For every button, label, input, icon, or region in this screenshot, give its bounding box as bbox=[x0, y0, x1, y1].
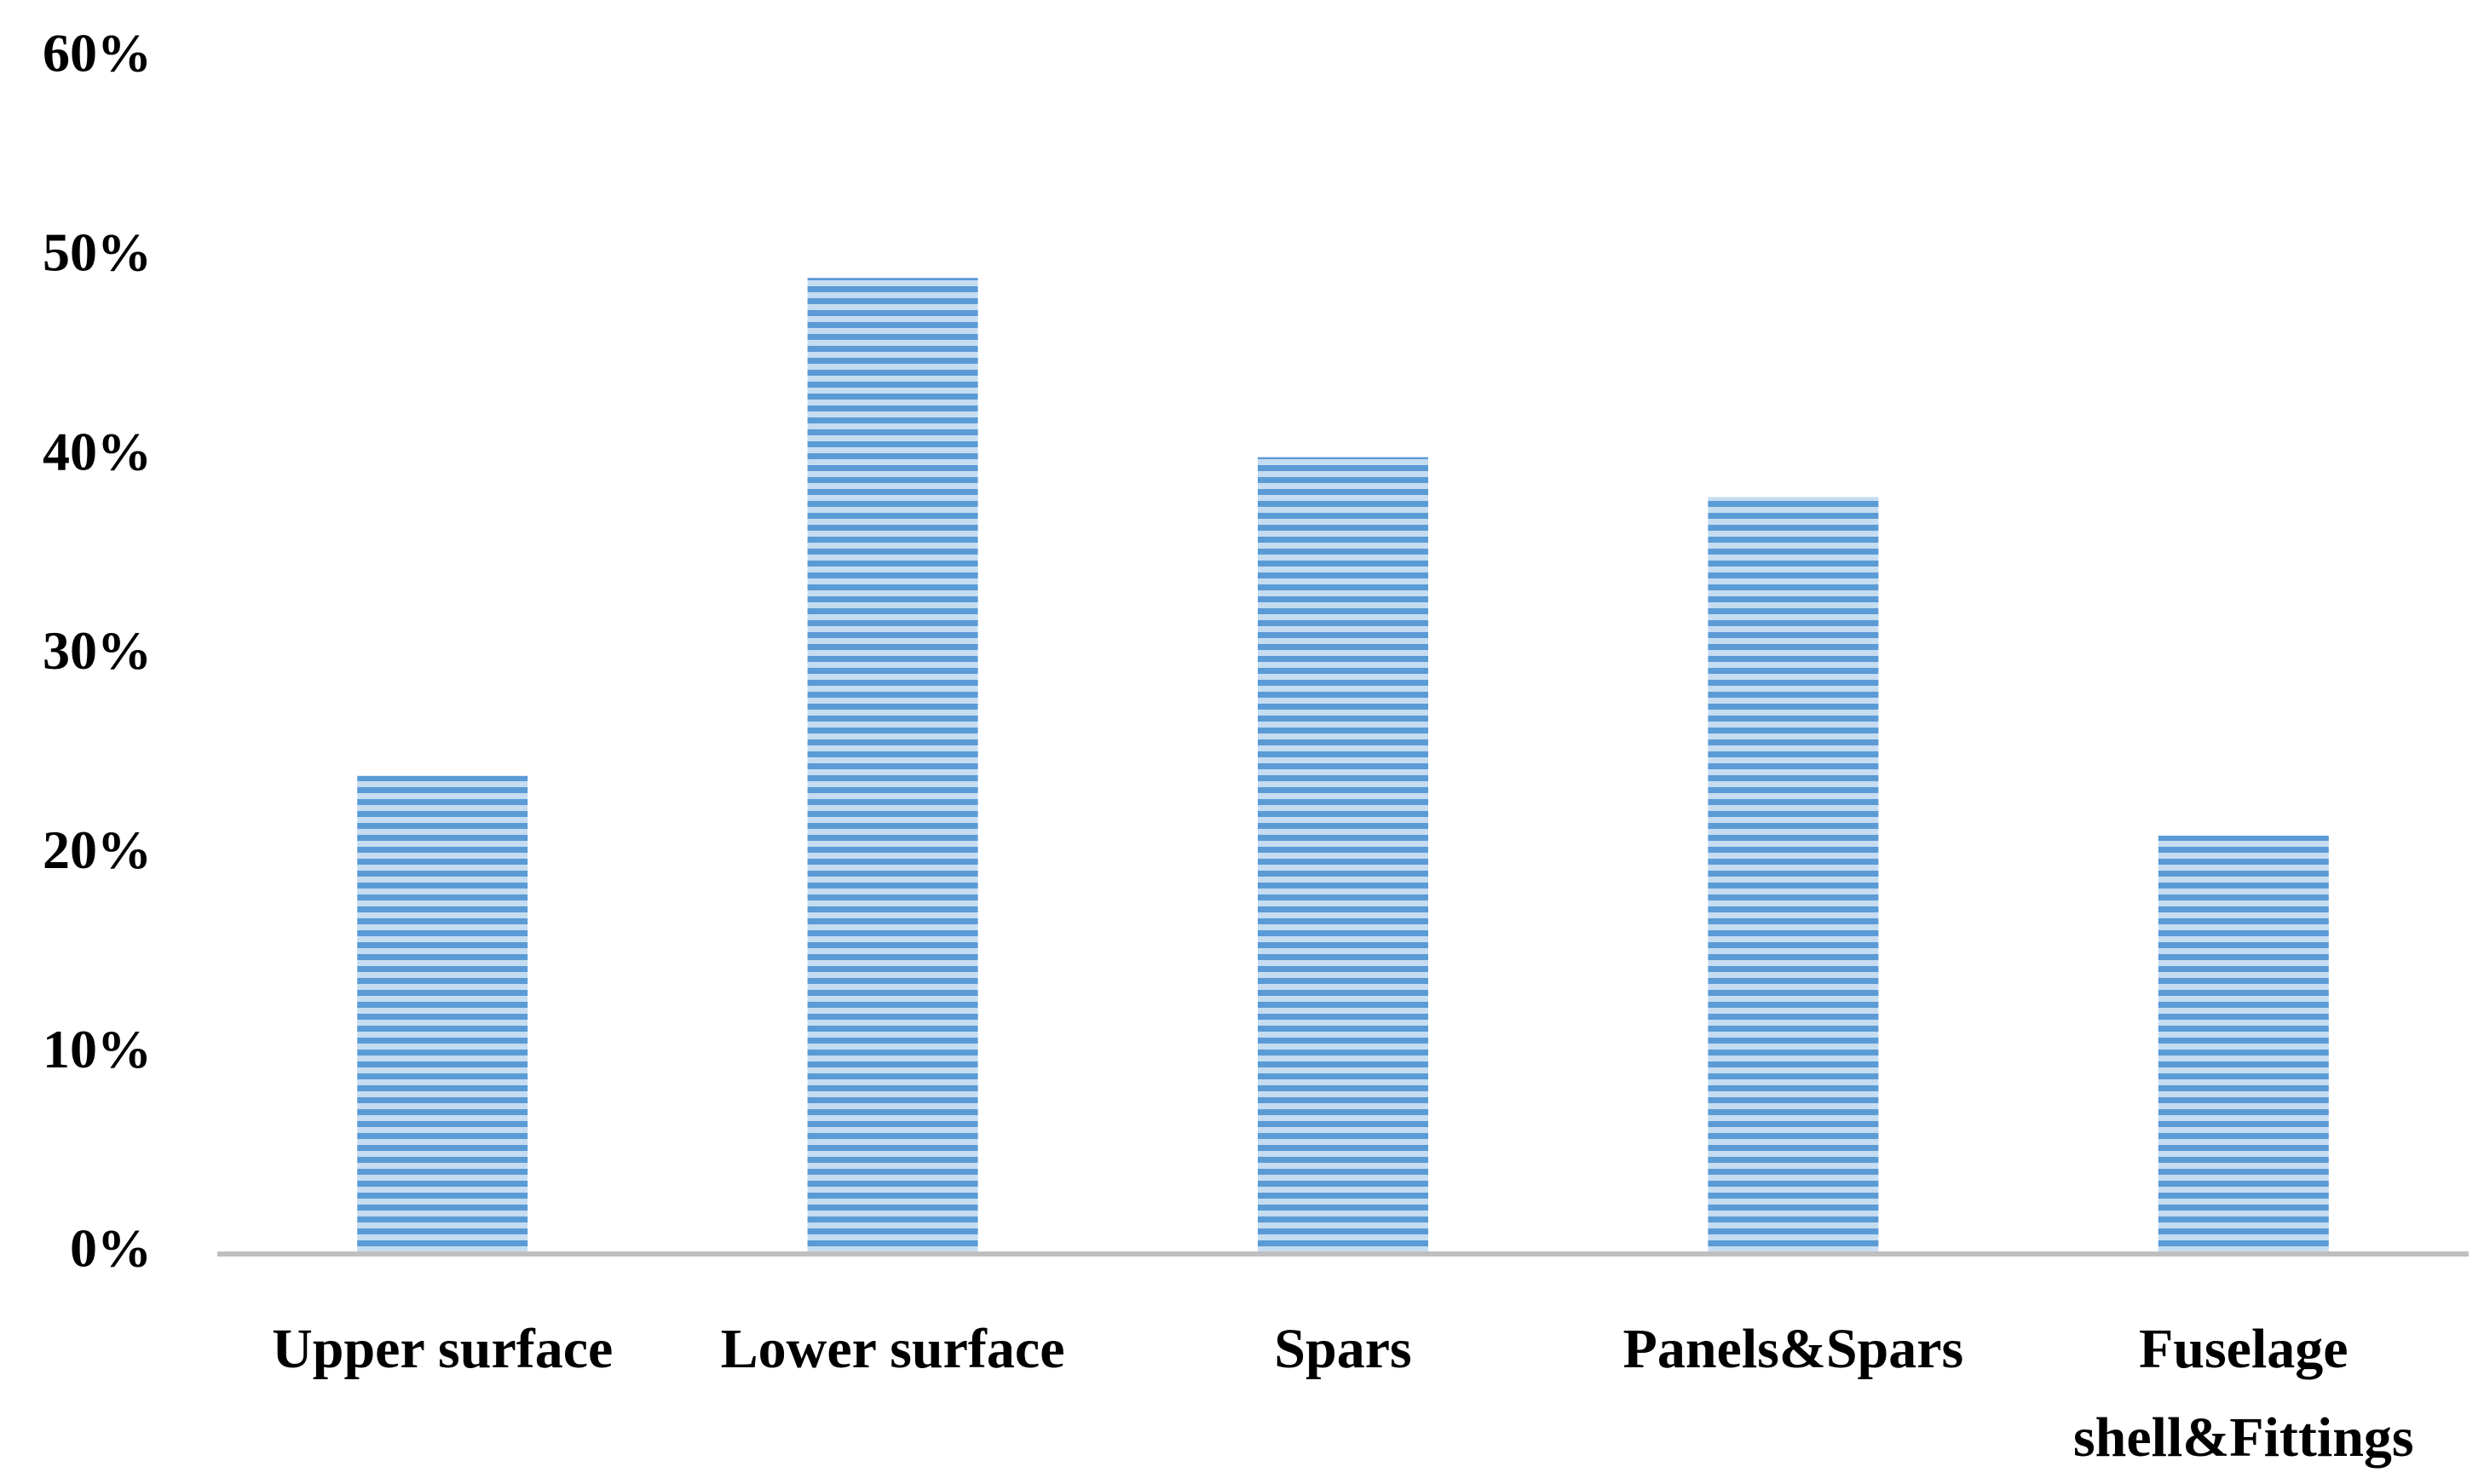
y-tick-label: 10% bbox=[43, 1019, 152, 1079]
x-label-box: Lower surface bbox=[720, 1318, 1065, 1380]
x-label-box: Panels&Spars bbox=[1622, 1318, 1964, 1380]
y-tick-label: 0% bbox=[70, 1218, 152, 1279]
x-label-box: Fuselage shell&Fittings bbox=[2072, 1318, 2414, 1469]
bar bbox=[1708, 497, 1879, 1254]
y-tick-label: 50% bbox=[43, 222, 152, 283]
bar bbox=[807, 278, 978, 1254]
bar bbox=[2158, 835, 2329, 1254]
x-label-box: Spars bbox=[1274, 1318, 1412, 1380]
x-tick-label: Panels&Spars bbox=[1622, 1318, 1964, 1380]
y-tick-label: 30% bbox=[43, 620, 152, 681]
x-tick-label: Spars bbox=[1274, 1318, 1412, 1380]
y-tick-label: 20% bbox=[43, 820, 152, 880]
bar bbox=[357, 775, 528, 1254]
x-tick-label: Upper surface bbox=[272, 1318, 614, 1380]
x-tick-label: Lower surface bbox=[720, 1318, 1065, 1380]
x-tick-label: Fuselage shell&Fittings bbox=[2072, 1318, 2414, 1469]
y-tick-label: 40% bbox=[43, 421, 152, 481]
bar bbox=[1258, 457, 1428, 1254]
y-tick-label: 60% bbox=[43, 23, 152, 83]
x-label-box: Upper surface bbox=[272, 1318, 614, 1380]
